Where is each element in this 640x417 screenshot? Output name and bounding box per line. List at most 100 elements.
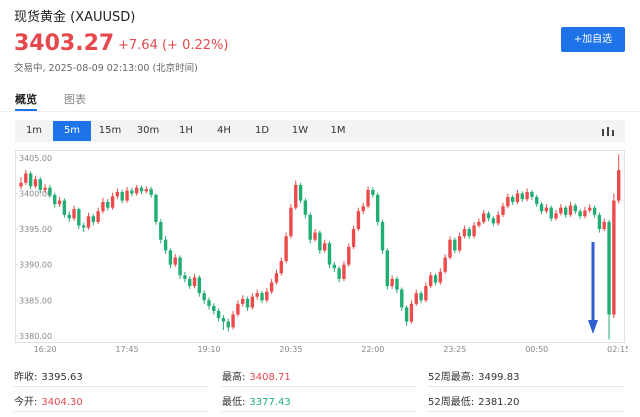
candle-body <box>607 221 611 315</box>
stat-value: 3377.43 <box>249 397 291 408</box>
candle-body <box>265 291 269 301</box>
candle-body <box>443 257 447 272</box>
candle-body <box>163 239 168 251</box>
candle-body <box>371 189 375 195</box>
candle-body <box>385 250 390 287</box>
candle-body <box>115 192 120 197</box>
candle-body <box>433 275 438 283</box>
candle-body <box>130 190 134 194</box>
candle-body <box>559 207 563 214</box>
candle-body <box>19 182 23 187</box>
candle-body <box>419 293 423 301</box>
candle-body <box>289 207 293 237</box>
candle-body <box>472 225 476 237</box>
candle-body <box>62 200 67 215</box>
candle-body <box>520 193 524 200</box>
interval-button[interactable]: 1D <box>254 125 270 136</box>
candle-body <box>453 239 457 251</box>
candle-body <box>101 201 105 212</box>
candle-body <box>159 221 163 240</box>
divider <box>14 386 209 387</box>
candle-body <box>260 293 264 301</box>
candle-body <box>375 194 380 222</box>
interval-button[interactable]: 4H <box>217 125 231 136</box>
x-tick-label: 00:50 <box>525 345 548 354</box>
candle-body <box>38 179 42 190</box>
candle-body <box>597 214 602 230</box>
stat-label: 52周最高: <box>428 372 475 383</box>
tab[interactable]: 概览 <box>15 93 37 106</box>
interval-button[interactable]: 1H <box>179 125 193 136</box>
stat: 昨收: 3395.63 <box>14 368 83 383</box>
candle-body <box>380 221 385 251</box>
candle-body <box>486 213 491 219</box>
candle-body <box>313 232 317 240</box>
x-tick-label: 02:15 <box>607 345 628 354</box>
x-tick-label: 22:00 <box>361 345 384 354</box>
candle-body <box>568 205 573 215</box>
candle-body <box>563 207 568 215</box>
candle-body <box>404 307 409 322</box>
divider <box>14 411 209 412</box>
candle-body <box>477 221 481 226</box>
candle-body <box>192 277 197 287</box>
x-tick-label: 16:20 <box>34 345 57 354</box>
candle-body <box>106 201 110 208</box>
stat-value: 3395.63 <box>41 372 83 383</box>
interval-button[interactable]: 5m <box>53 121 91 141</box>
candle-body <box>347 246 351 265</box>
stat: 52周最高: 3499.83 <box>428 368 519 383</box>
tab[interactable]: 图表 <box>64 93 86 106</box>
candle-body <box>274 273 279 283</box>
annotation-arrow <box>588 242 598 334</box>
divider <box>222 386 417 387</box>
candle-body <box>91 216 95 222</box>
divider <box>0 111 640 112</box>
candle-body <box>602 221 606 230</box>
stat: 最低: 3377.43 <box>222 393 291 408</box>
candle-body <box>429 275 433 287</box>
candle-body <box>616 170 621 201</box>
candle-body <box>144 189 149 192</box>
candle-body <box>491 218 496 224</box>
candle-body <box>226 321 230 328</box>
candle-body <box>366 189 370 207</box>
candle-body <box>255 293 259 297</box>
candle-body <box>245 298 250 308</box>
stat-label: 今开: <box>14 397 38 408</box>
add-watchlist-button[interactable]: +加自选 <box>561 27 625 52</box>
interval-button[interactable]: 30m <box>136 125 160 136</box>
candle-body <box>327 243 332 265</box>
candle-body <box>294 184 298 208</box>
interval-button[interactable]: 1M <box>330 125 346 136</box>
divider <box>222 411 417 412</box>
candle-body <box>53 194 57 205</box>
stat-label: 52周最低: <box>428 397 475 408</box>
candle-body <box>279 261 283 274</box>
candle-body <box>48 187 52 195</box>
candle-body <box>530 192 534 198</box>
stat-label: 昨收: <box>14 372 38 383</box>
stat-value: 3499.83 <box>478 372 520 383</box>
interval-button[interactable]: 1m <box>25 125 43 136</box>
candle-body <box>515 193 520 202</box>
candle-body <box>77 209 81 226</box>
candle-body <box>400 289 404 308</box>
candle-body <box>351 229 356 247</box>
candle-body <box>188 278 192 287</box>
interval-bar <box>15 120 625 142</box>
stat: 今开: 3404.30 <box>14 393 83 408</box>
candle-body <box>241 298 245 304</box>
candle-body <box>250 296 255 308</box>
candle-body <box>506 197 510 207</box>
candle-body <box>67 214 71 219</box>
candle-body <box>168 250 173 265</box>
plot-frame <box>15 150 625 343</box>
candle-body <box>221 318 226 322</box>
interval-button[interactable]: 15m <box>98 125 122 136</box>
candle-body <box>409 303 414 322</box>
divider <box>428 386 625 387</box>
settings-icon[interactable] <box>600 124 616 138</box>
interval-button[interactable]: 1W <box>291 125 309 136</box>
